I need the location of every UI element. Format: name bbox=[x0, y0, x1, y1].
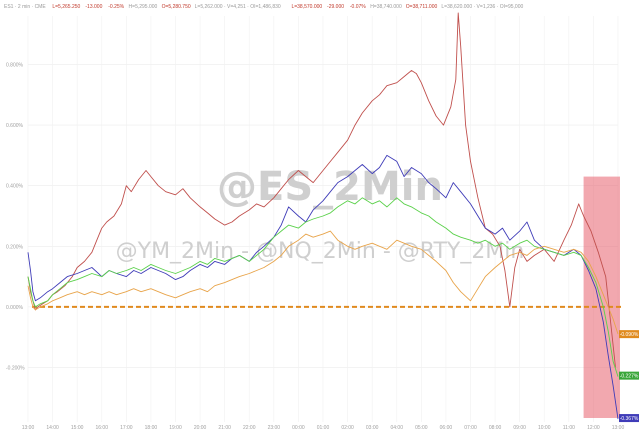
header-item: H=5,295.000 bbox=[129, 4, 158, 10]
x-tick-label: 23:00 bbox=[268, 425, 281, 431]
y-tick-label: 0.600% bbox=[6, 123, 24, 129]
x-tick-label: 05:00 bbox=[415, 425, 428, 431]
x-tick-label: 21:00 bbox=[218, 425, 231, 431]
header-item: -0.07% bbox=[350, 4, 366, 10]
x-tick-label: 08:00 bbox=[489, 425, 502, 431]
header-item: L=38,570.000 bbox=[291, 4, 322, 10]
watermark-primary: @ES_2Min bbox=[217, 164, 443, 210]
y-tick-label: 0.400% bbox=[6, 184, 24, 190]
x-tick-label: 20:00 bbox=[194, 425, 207, 431]
x-tick-label: 11:00 bbox=[563, 425, 575, 431]
y-tick-label: 0.000% bbox=[6, 305, 24, 311]
header-item: ES1 · 2 min · CME bbox=[4, 4, 46, 10]
x-tick-label: 13:00 bbox=[612, 425, 625, 431]
header-item: L=5,265.250 bbox=[52, 4, 80, 10]
highlight-rect bbox=[583, 176, 620, 418]
header-item: L=38,620.000 · V=1,236 · OI=95,000 bbox=[441, 4, 523, 10]
end-label-box bbox=[619, 414, 639, 423]
series-line-2 bbox=[27, 197, 619, 377]
watermarks: @ES_2Min @YM_2Min - @NQ_2Min - @RTY_2Min bbox=[116, 164, 525, 264]
y-axis-tick-labels: 0.800% 0.600% 0.400% 0.200% 0.000% -0.200% bbox=[6, 62, 25, 371]
x-tick-label: 06:00 bbox=[440, 425, 453, 431]
series-line-3 bbox=[27, 230, 619, 335]
x-tick-label: 01:00 bbox=[317, 425, 330, 431]
end-label-box bbox=[619, 371, 639, 380]
x-tick-label: 13:00 bbox=[22, 425, 35, 431]
end-label-box bbox=[619, 330, 639, 339]
x-tick-label: 02:00 bbox=[341, 425, 354, 431]
header-item: O=38,711.000 bbox=[406, 4, 438, 10]
x-tick-label: 00:00 bbox=[292, 425, 305, 431]
x-tick-label: 03:00 bbox=[366, 425, 379, 431]
y-tick-label: 0.800% bbox=[6, 62, 24, 68]
header-item: -29.000 bbox=[327, 4, 344, 10]
header-item: -13.000 bbox=[85, 4, 102, 10]
y-tick-label: 0.200% bbox=[6, 244, 24, 250]
end-label-text: -0.227% bbox=[620, 374, 639, 380]
x-tick-label: 18:00 bbox=[145, 425, 158, 431]
x-tick-label: 14:00 bbox=[46, 425, 59, 431]
x-tick-label: 12:00 bbox=[587, 425, 600, 431]
end-label-text: -0.090% bbox=[620, 332, 639, 338]
x-tick-label: 16:00 bbox=[95, 425, 108, 431]
chart-header: ES1 · 2 min · CME L=5,265.250 -13.000 -0.25… bbox=[4, 4, 523, 10]
header-item: -0.25% bbox=[108, 4, 124, 10]
x-tick-label: 10:00 bbox=[538, 425, 551, 431]
y-tick-label: -0.200% bbox=[6, 365, 25, 371]
header-item: O=5,280.750 bbox=[162, 4, 191, 10]
x-tick-label: 19:00 bbox=[169, 425, 182, 431]
x-tick-label: 22:00 bbox=[243, 425, 256, 431]
header-item: H=38,740.000 bbox=[370, 4, 402, 10]
x-axis-tick-labels: 13:00 14:00 15:00 16:00 17:00 18:00 19:00 20:00… bbox=[22, 425, 625, 431]
x-tick-label: 09:00 bbox=[513, 425, 526, 431]
x-tick-label: 04:00 bbox=[390, 425, 403, 431]
series-end-labels: -0.090% -0.227% -0.367% bbox=[619, 330, 639, 423]
x-tick-label: 07:00 bbox=[464, 425, 477, 431]
x-tick-label: 17:00 bbox=[120, 425, 133, 431]
series-line-0 bbox=[27, 12, 616, 368]
header-item: L=5,262.000 · V=4,251 · OI=1,486,830 bbox=[195, 4, 281, 10]
end-label-text: -0.367% bbox=[620, 416, 639, 422]
watermark-secondary: @YM_2Min - @NQ_2Min - @RTY_2Min bbox=[116, 239, 525, 264]
x-tick-label: 15:00 bbox=[71, 425, 84, 431]
series-lines bbox=[27, 12, 619, 420]
selloff-highlight-region bbox=[583, 176, 620, 418]
